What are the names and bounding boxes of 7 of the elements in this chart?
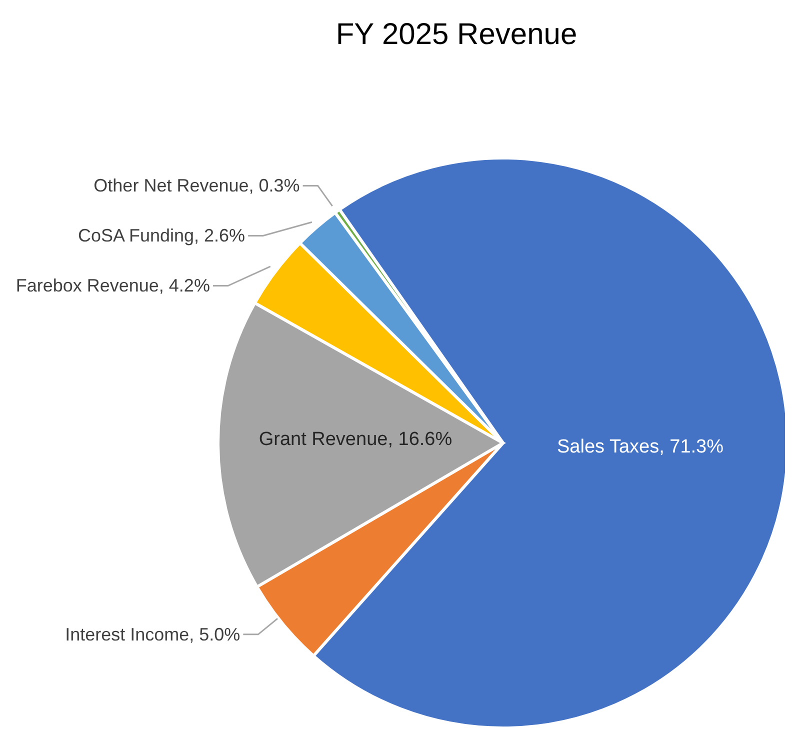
slice-label: Grant Revenue, 16.6% [258,429,452,450]
slice-label: Other Net Revenue, 0.3% [94,176,300,196]
chart-title: FY 2025 Revenue [336,18,578,51]
slice-label: Farebox Revenue, 4.2% [16,276,210,296]
slice-label: CoSA Funding, 2.6% [78,226,246,246]
slice-label: Interest Income, 5.0% [65,624,240,644]
slice-label: Sales Taxes, 71.3% [556,436,724,458]
